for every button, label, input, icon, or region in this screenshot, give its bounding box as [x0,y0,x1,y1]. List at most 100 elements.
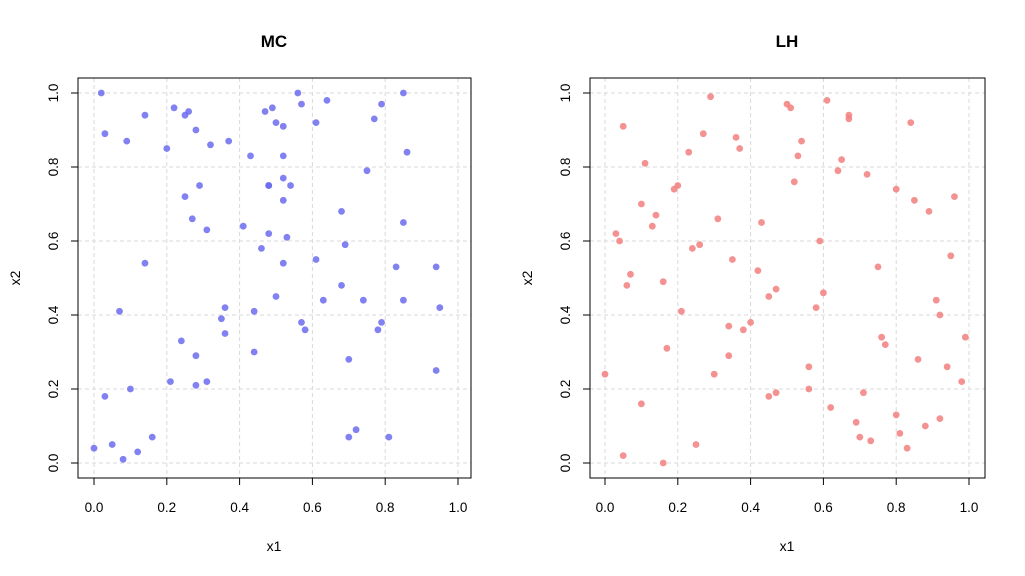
x-tick-label: 0.8 [376,500,395,515]
data-point [892,411,900,419]
data-point [250,348,258,356]
data-point [163,145,171,152]
data-point [272,119,280,126]
data-point [378,100,385,108]
data-point [641,159,649,167]
data-point [619,122,627,130]
data-point [805,385,813,393]
panel-mc: 0.0 0.2 0.4 0.6 0.8 1.0 0.0 0.2 0.4 0.6 0.8 1.0 MC x1… [7,32,472,554]
data-point [787,104,795,112]
data-point [203,226,211,234]
data-point [638,400,645,408]
data-point [892,185,900,193]
y-axis-label: x2 [519,270,535,285]
data-point [352,426,360,434]
data-point [192,126,200,134]
data-point [958,378,966,385]
data-point [685,148,693,156]
data-point [378,319,385,326]
data-point [141,111,149,119]
data-point [790,178,798,186]
y-tick-label: 0.6 [46,232,61,251]
grid-lines [78,78,471,478]
y-axis: 0.0 0.2 0.4 0.6 0.8 1.0 [558,84,590,472]
chart-title: MC [261,32,287,51]
data-point [123,137,131,145]
data-point [323,97,331,104]
data-point [903,444,911,452]
data-point [319,296,327,304]
data-point [652,211,660,219]
data-point [298,100,305,108]
grid-lines [590,78,985,478]
plot-frame [589,77,986,479]
x-tick-label: 1.0 [960,500,979,515]
data-point [181,193,189,201]
x-tick-label: 0.6 [303,500,322,515]
data-point [370,115,378,123]
data-point [765,393,773,400]
data-point [363,167,371,175]
data-points [601,93,969,467]
data-point [932,296,940,304]
data-point [961,333,969,341]
data-point [272,293,280,300]
x-tick-label: 0.0 [596,500,615,515]
data-point [400,219,407,226]
data-point [188,215,196,223]
data-point [400,296,407,304]
data-point [878,333,886,341]
data-point [619,452,627,459]
data-points [90,89,444,463]
y-tick-label: 1.0 [46,84,61,103]
data-point [648,222,656,230]
data-point [432,367,440,374]
data-point [141,259,149,267]
data-point [765,293,773,300]
data-point [279,122,287,130]
y-tick-label: 0.8 [46,158,61,177]
data-point [845,115,853,123]
data-point [601,370,609,378]
data-point [108,441,116,448]
data-point [239,222,247,230]
data-point [167,378,174,385]
data-point [279,174,287,182]
data-point [221,330,229,337]
data-point [758,219,765,226]
data-point [312,256,320,263]
data-point [856,433,864,441]
plot-frame [77,77,472,479]
data-point [951,193,958,201]
data-point [298,319,305,326]
x-tick-label: 0.4 [230,500,249,515]
x-tick-label: 0.2 [668,500,687,515]
data-point [116,307,123,315]
data-point [279,259,287,267]
data-point [838,156,845,164]
data-point [881,341,889,348]
data-point [218,315,225,323]
y-tick-label: 0.0 [46,454,61,473]
data-point [258,245,265,252]
data-point [692,441,700,448]
data-point [659,278,667,286]
y-tick-label: 0.4 [558,305,573,324]
data-point [914,356,922,363]
data-point [203,378,211,385]
data-point [279,196,287,204]
data-point [834,167,842,175]
data-point [359,296,367,304]
data-point [345,356,353,363]
chart-title: LH [776,32,799,51]
data-point [874,263,882,271]
data-point [736,145,744,152]
data-point [688,245,696,252]
data-point [714,215,722,223]
data-point [805,363,813,371]
data-point [345,433,353,441]
y-tick-label: 0.8 [558,158,573,177]
x-axis: 0.0 0.2 0.4 0.6 0.8 1.0 [596,478,979,515]
data-point [294,89,302,97]
